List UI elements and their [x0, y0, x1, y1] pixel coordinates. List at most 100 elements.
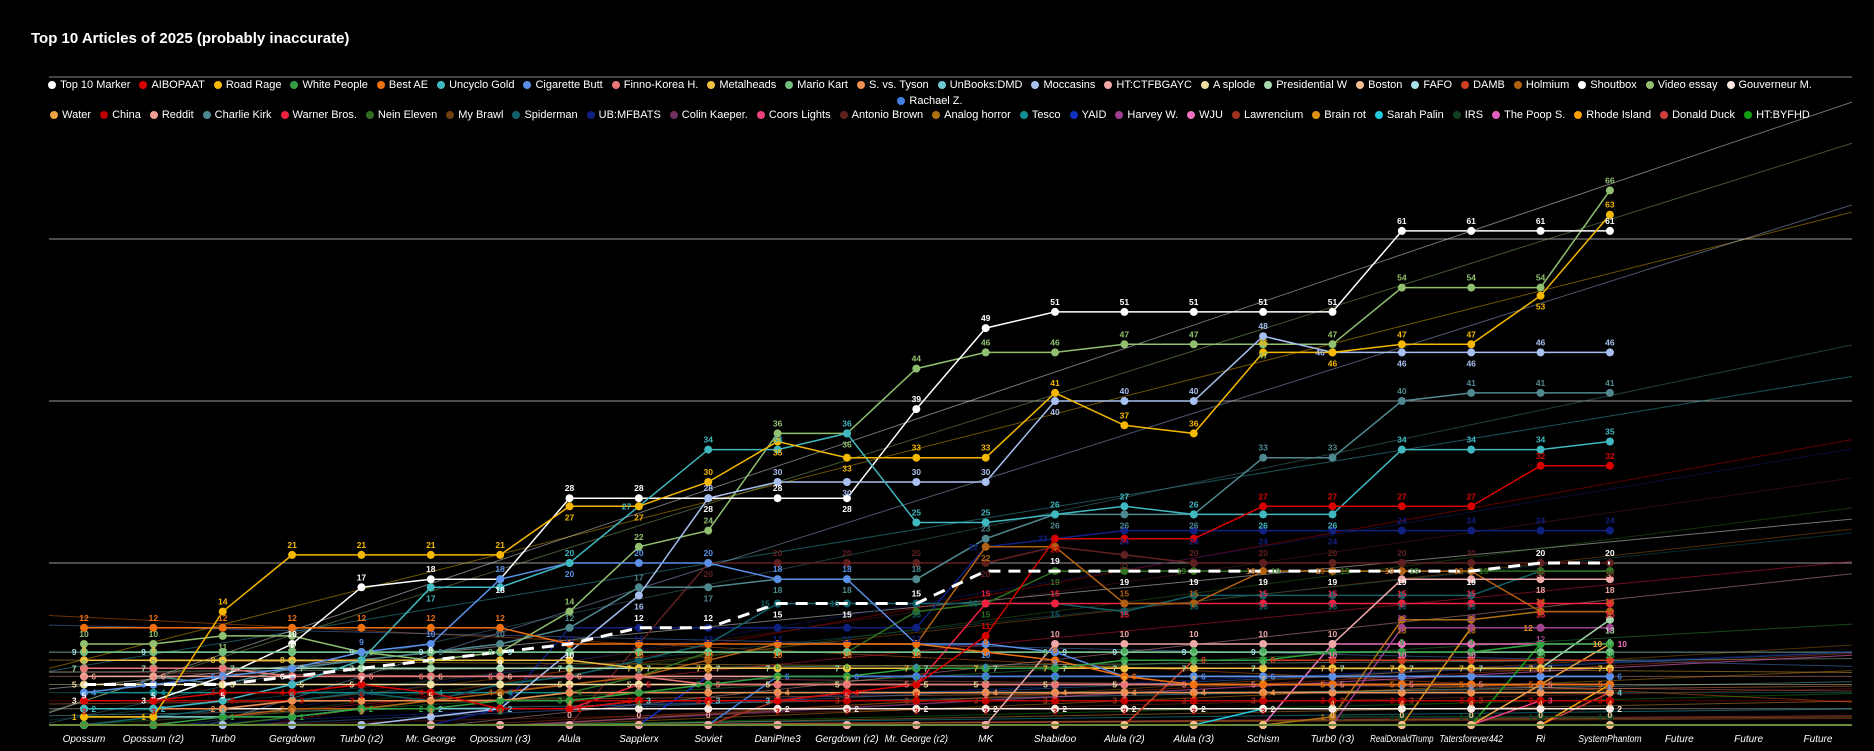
legend-item[interactable]: My Brawl — [446, 108, 503, 122]
legend-item[interactable]: Tesco — [1019, 108, 1061, 122]
legend-marker-icon — [202, 111, 211, 119]
legend-item[interactable]: HT:CTFBGAYC — [1104, 78, 1192, 92]
legend-item[interactable]: HT:BYFHD — [1744, 108, 1810, 122]
legend-item[interactable]: Moccasins — [1031, 78, 1095, 92]
legend-item[interactable]: DAMB — [1461, 78, 1505, 92]
legend-item[interactable]: China — [100, 108, 141, 122]
data-label: 47 — [1328, 329, 1338, 339]
data-label: 19 — [1177, 566, 1187, 576]
legend-item[interactable]: Colin Kaeper. — [669, 108, 748, 122]
data-point — [773, 680, 782, 689]
data-point — [1397, 567, 1406, 576]
data-label: 3 — [1122, 707, 1127, 717]
legend-item[interactable]: Rhode Island — [1574, 108, 1651, 122]
legend-item[interactable]: Harvey W. — [1115, 108, 1178, 122]
legend-item[interactable]: Uncyclo Gold — [437, 78, 514, 92]
data-label: 8 — [151, 645, 156, 655]
data-label: 3 — [1479, 696, 1484, 706]
data-point — [357, 656, 366, 665]
legend-item[interactable]: Reddit — [149, 108, 194, 122]
legend-item[interactable]: Analog horror — [932, 108, 1011, 122]
legend-item[interactable]: Mario Kart — [785, 78, 848, 92]
data-point — [218, 680, 227, 689]
legend-item[interactable]: UnBooks:DMD — [937, 78, 1022, 92]
legend-item[interactable]: YAID — [1069, 108, 1106, 122]
data-point — [1397, 672, 1406, 681]
legend-marker-icon — [213, 81, 222, 89]
data-label: 10 — [704, 650, 714, 660]
legend-label: Finno-Korea H. — [623, 79, 699, 91]
legend-item[interactable]: UB:MFBATS — [586, 108, 661, 122]
legend-item[interactable]: Gouverneur M. — [1726, 78, 1812, 92]
data-label: 10 — [1189, 629, 1199, 639]
data-point — [1189, 648, 1198, 657]
data-point — [1051, 640, 1060, 648]
legend-item[interactable]: Coors Lights — [756, 108, 831, 122]
x-tick-label: MK — [978, 734, 994, 745]
data-point — [773, 575, 782, 584]
data-point — [1467, 696, 1476, 705]
data-point — [496, 704, 505, 713]
data-label: 10 — [1466, 650, 1476, 660]
data-label: 39 — [912, 394, 922, 404]
data-label: 20 — [634, 548, 644, 558]
legend-item[interactable]: Nein Eleven — [365, 108, 437, 122]
legend-item[interactable]: AIBOPAAT — [139, 78, 205, 92]
data-label: 28 — [634, 483, 644, 493]
legend-item[interactable]: Cigarette Butt — [523, 78, 603, 92]
data-point — [1467, 502, 1476, 511]
legend-item[interactable]: The Poop S. — [1492, 108, 1565, 122]
data-label: 3 — [1548, 696, 1553, 706]
legend-item[interactable]: Finno-Korea H. — [611, 78, 699, 92]
data-point — [1536, 559, 1545, 567]
legend-item[interactable]: Top 10 Marker — [48, 78, 130, 92]
data-label: 5 — [1261, 691, 1266, 701]
data-label: 6 — [983, 661, 988, 671]
data-point — [1259, 672, 1268, 681]
data-point — [496, 680, 505, 689]
legend-item[interactable]: Donald Duck — [1660, 108, 1735, 122]
data-label: 7 — [220, 674, 225, 684]
legend-item[interactable]: FAFO — [1411, 78, 1452, 92]
legend-item[interactable]: Sarah Palin — [1374, 108, 1444, 122]
data-label: 9 — [419, 647, 424, 657]
legend-item[interactable]: WJU — [1187, 108, 1223, 122]
legend-label: A splode — [1212, 79, 1256, 91]
legend-item[interactable]: Presidential W — [1264, 78, 1347, 92]
legend-item[interactable]: Antonio Brown — [839, 108, 923, 122]
data-label: 3 — [1261, 707, 1266, 717]
legend-item[interactable]: Shoutbox — [1578, 78, 1637, 92]
data-point — [1536, 445, 1545, 454]
legend-marker-icon — [1264, 81, 1273, 89]
data-label: 7 — [141, 663, 146, 673]
data-label: 4 — [577, 688, 582, 698]
legend-marker-icon — [1031, 81, 1040, 89]
x-tick-label: Future — [1665, 734, 1694, 745]
legend-label: White People — [302, 79, 368, 91]
legend-item[interactable]: Lawrencium — [1231, 108, 1303, 122]
legend-item[interactable]: Rachael Z. — [897, 94, 963, 108]
legend-item[interactable]: Metalheads — [707, 78, 776, 92]
data-point — [842, 704, 851, 713]
legend-item[interactable]: Charlie Kirk — [202, 108, 272, 122]
legend-item[interactable]: White People — [290, 78, 368, 92]
legend-item[interactable]: S. vs. Tyson — [856, 78, 929, 92]
x-tick-label: Shabidoo — [1034, 734, 1077, 745]
legend-item[interactable]: Brain rot — [1312, 108, 1366, 122]
data-point — [565, 623, 574, 632]
data-point — [981, 664, 990, 673]
legend-item[interactable]: Spiderman — [512, 108, 578, 122]
legend-item[interactable]: Road Rage — [213, 78, 281, 92]
legend-item[interactable]: A splode — [1200, 78, 1256, 92]
legend-item[interactable]: Holmium — [1513, 78, 1569, 92]
legend-item[interactable]: Video essay — [1645, 78, 1718, 92]
legend-item[interactable]: Boston — [1356, 78, 1402, 92]
data-label: 47 — [1120, 329, 1130, 339]
legend-item[interactable]: IRS — [1452, 108, 1483, 122]
legend-item[interactable]: Water — [50, 108, 91, 122]
legend-item[interactable]: Best AE — [376, 78, 428, 92]
data-label: 5 — [835, 680, 840, 690]
data-label: 3 — [1112, 696, 1117, 706]
data-label: 7 — [716, 663, 721, 673]
legend-item[interactable]: Warner Bros. — [280, 108, 357, 122]
